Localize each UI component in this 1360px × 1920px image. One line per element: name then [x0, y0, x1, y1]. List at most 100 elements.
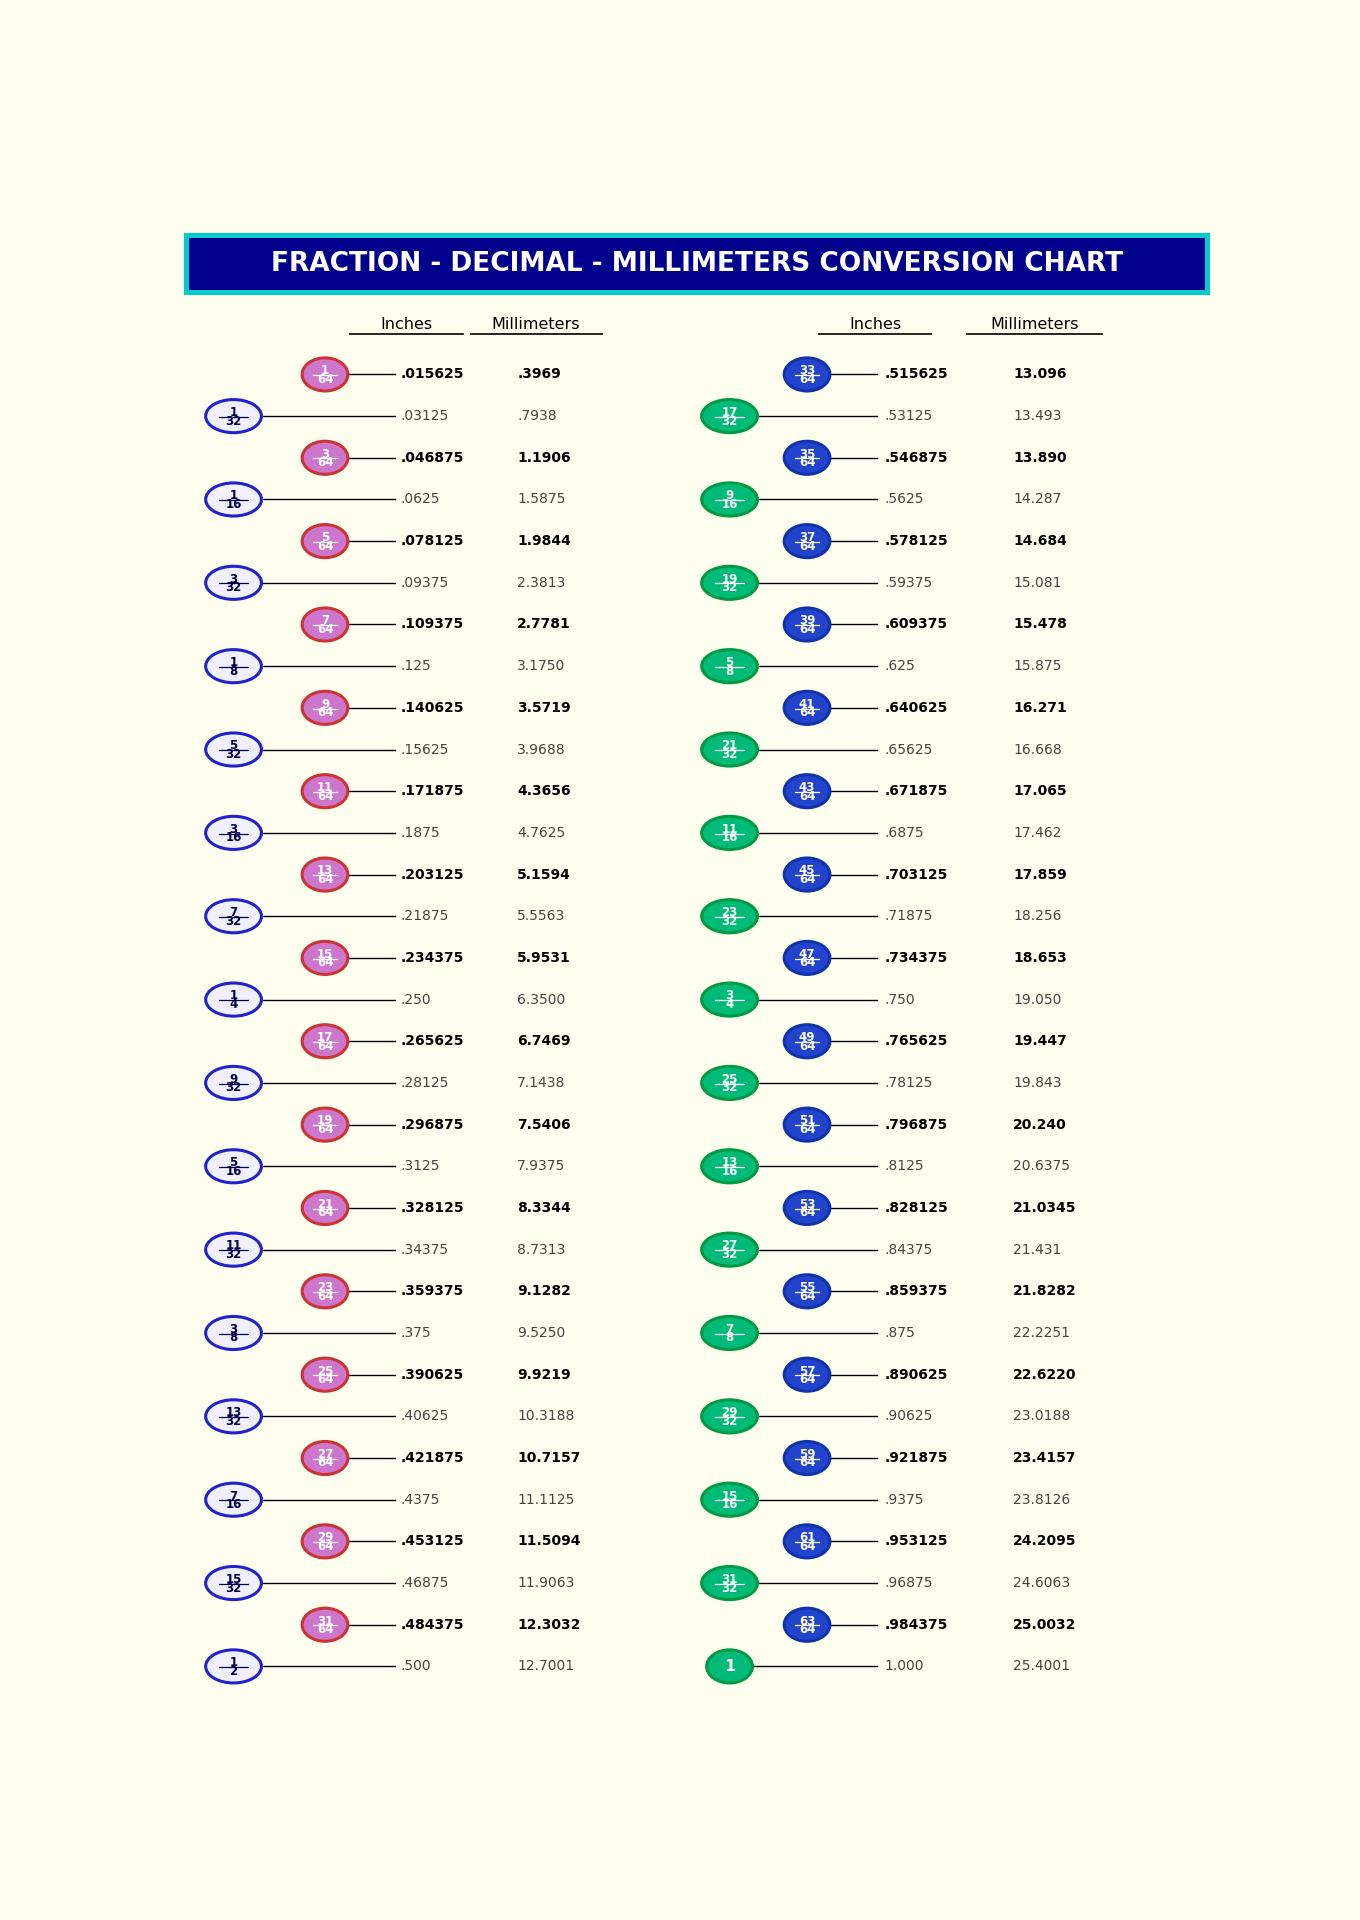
Text: 4.3656: 4.3656 — [517, 783, 571, 799]
Text: 33: 33 — [798, 365, 815, 378]
Text: 17.859: 17.859 — [1013, 868, 1068, 881]
Text: .78125: .78125 — [884, 1075, 933, 1091]
Text: 8: 8 — [230, 664, 238, 678]
Text: 64: 64 — [317, 1373, 333, 1386]
Ellipse shape — [302, 1442, 348, 1475]
Ellipse shape — [205, 1400, 261, 1432]
Text: .265625: .265625 — [401, 1035, 465, 1048]
Text: 9.9219: 9.9219 — [517, 1367, 571, 1382]
Text: 10.7157: 10.7157 — [517, 1452, 581, 1465]
Text: 64: 64 — [798, 956, 815, 970]
Text: 55: 55 — [798, 1281, 815, 1294]
Text: .734375: .734375 — [884, 950, 948, 966]
Text: 11.9063: 11.9063 — [517, 1576, 574, 1590]
Text: .140625: .140625 — [401, 701, 465, 714]
Text: 64: 64 — [798, 1457, 815, 1469]
Text: 64: 64 — [798, 540, 815, 553]
Text: .328125: .328125 — [401, 1202, 465, 1215]
Text: 35: 35 — [798, 447, 815, 461]
Text: .796875: .796875 — [884, 1117, 948, 1131]
Text: 64: 64 — [317, 622, 333, 636]
Text: Inches: Inches — [381, 317, 432, 332]
Ellipse shape — [702, 1066, 758, 1100]
Text: 1.1906: 1.1906 — [517, 451, 571, 465]
Ellipse shape — [302, 1524, 348, 1557]
Text: 29: 29 — [721, 1405, 737, 1419]
Text: 64: 64 — [317, 1622, 333, 1636]
Text: 22.2251: 22.2251 — [1013, 1327, 1070, 1340]
Text: 9.5250: 9.5250 — [517, 1327, 566, 1340]
Text: 32: 32 — [721, 1248, 737, 1261]
Text: .953125: .953125 — [884, 1534, 948, 1548]
Text: 32: 32 — [226, 1081, 242, 1094]
Text: .875: .875 — [884, 1327, 915, 1340]
Ellipse shape — [205, 1317, 261, 1350]
Text: 31: 31 — [317, 1615, 333, 1628]
Text: 6.7469: 6.7469 — [517, 1035, 571, 1048]
Text: 43: 43 — [798, 781, 815, 795]
Text: 12.7001: 12.7001 — [517, 1659, 574, 1674]
Ellipse shape — [205, 484, 261, 516]
Text: 3: 3 — [230, 824, 238, 835]
Text: .078125: .078125 — [401, 534, 465, 547]
Text: 15.081: 15.081 — [1013, 576, 1062, 589]
Text: 7: 7 — [725, 1323, 733, 1336]
Text: 49: 49 — [798, 1031, 815, 1044]
Ellipse shape — [702, 1317, 758, 1350]
Ellipse shape — [785, 1275, 830, 1308]
Text: 8.3344: 8.3344 — [517, 1202, 571, 1215]
Text: 64: 64 — [317, 457, 333, 468]
Text: 7.5406: 7.5406 — [517, 1117, 571, 1131]
Text: 9: 9 — [230, 1073, 238, 1087]
Text: 4: 4 — [725, 998, 733, 1012]
Ellipse shape — [302, 691, 348, 724]
Text: 17: 17 — [721, 405, 737, 419]
Text: 64: 64 — [798, 457, 815, 468]
Ellipse shape — [302, 1357, 348, 1392]
Text: 25.4001: 25.4001 — [1013, 1659, 1070, 1674]
Text: 14.287: 14.287 — [1013, 492, 1062, 507]
Text: Millimeters: Millimeters — [491, 317, 581, 332]
Text: .546875: .546875 — [884, 451, 948, 465]
Text: 64: 64 — [317, 707, 333, 720]
Text: Inches: Inches — [849, 317, 902, 332]
Text: 37: 37 — [798, 532, 815, 543]
Text: .15625: .15625 — [401, 743, 449, 756]
Text: .3125: .3125 — [401, 1160, 441, 1173]
Text: .1875: .1875 — [401, 826, 441, 839]
Text: 5.5563: 5.5563 — [517, 910, 566, 924]
Text: 13.096: 13.096 — [1013, 367, 1066, 382]
Text: 51: 51 — [798, 1114, 815, 1127]
Text: 47: 47 — [798, 948, 815, 960]
Text: 64: 64 — [317, 789, 333, 803]
Text: 19.843: 19.843 — [1013, 1075, 1062, 1091]
Ellipse shape — [302, 524, 348, 557]
Text: .578125: .578125 — [884, 534, 948, 547]
Text: .296875: .296875 — [401, 1117, 464, 1131]
Text: 1: 1 — [230, 1657, 238, 1668]
Ellipse shape — [205, 399, 261, 432]
Text: 7.9375: 7.9375 — [517, 1160, 566, 1173]
Text: 21: 21 — [317, 1198, 333, 1212]
Text: 39: 39 — [798, 614, 815, 628]
Text: .46875: .46875 — [401, 1576, 449, 1590]
Text: .453125: .453125 — [401, 1534, 465, 1548]
Text: 64: 64 — [317, 1123, 333, 1137]
Text: 11.5094: 11.5094 — [517, 1534, 581, 1548]
Text: 64: 64 — [317, 540, 333, 553]
Text: .9375: .9375 — [884, 1492, 923, 1507]
Text: 25: 25 — [721, 1073, 737, 1087]
Text: .921875: .921875 — [884, 1452, 948, 1465]
Text: 11: 11 — [317, 781, 333, 795]
Text: .046875: .046875 — [401, 451, 464, 465]
Text: 23.8126: 23.8126 — [1013, 1492, 1070, 1507]
Text: 59: 59 — [798, 1448, 815, 1461]
Text: .3969: .3969 — [517, 367, 560, 382]
Text: Millimeters: Millimeters — [990, 317, 1078, 332]
Ellipse shape — [702, 1482, 758, 1517]
Ellipse shape — [785, 774, 830, 808]
Text: 9: 9 — [321, 697, 329, 710]
Text: 1: 1 — [230, 405, 238, 419]
Text: 2: 2 — [230, 1665, 238, 1678]
Text: 32: 32 — [721, 582, 737, 595]
